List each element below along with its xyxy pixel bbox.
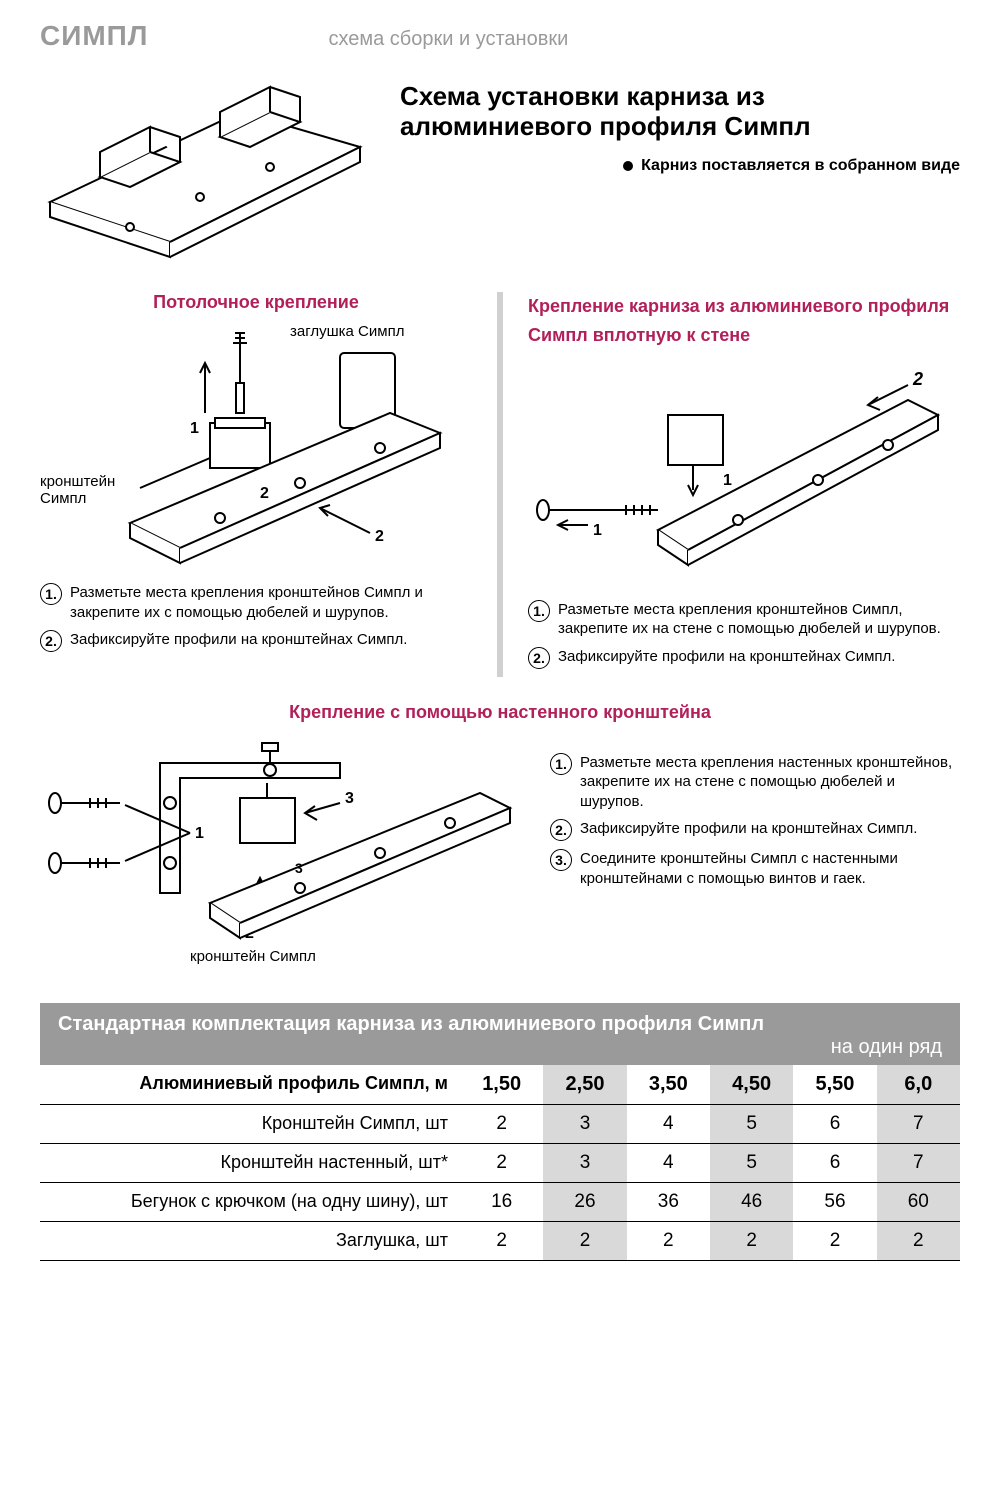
table-title-row: Стандартная комплектация карниза из алюм… — [40, 1003, 960, 1065]
wall-bracket-row: 1 3 2 3 кронштейн Симпл 1. Ра — [40, 733, 960, 983]
table-cell: 5 — [710, 1144, 793, 1182]
table-cell: 2 — [543, 1222, 626, 1260]
step-text: Разметьте места крепления кронштейнов Си… — [70, 583, 472, 622]
table-title-sub: на один ряд — [58, 1036, 942, 1059]
bracket-label-2: кронштейн Симпл — [190, 948, 316, 965]
table-cell: 2 — [460, 1222, 543, 1260]
table-header-cell: 6,0 — [877, 1065, 960, 1104]
wall-bracket-title: Крепление с помощью настенного кронштейн… — [40, 702, 960, 723]
table-row-label: Заглушка, шт — [40, 1222, 460, 1260]
svg-text:1: 1 — [593, 522, 602, 539]
table-cell: 5 — [710, 1105, 793, 1143]
mounting-options-row: Потолочное крепление заглушка Симпл крон… — [40, 292, 960, 677]
step-text: Разметьте места крепления настенных крон… — [580, 753, 960, 812]
table-row: Кронштейн Симпл, шт234567 — [40, 1105, 960, 1144]
table-row: Бегунок с крючком (на одну шину), шт1626… — [40, 1183, 960, 1222]
step-text: Зафиксируйте профили на кронштейнах Симп… — [558, 647, 895, 669]
wall-close-step-2: 2. Зафиксируйте профили на кронштейнах С… — [528, 647, 960, 669]
assembled-note-text: Карниз поставляется в собранном виде — [641, 157, 960, 175]
wall-bracket-step-3: 3. Соедините кронштейны Симпл с настенны… — [550, 849, 960, 888]
table-cell: 2 — [877, 1222, 960, 1260]
table-row-label: Бегунок с крючком (на одну шину), шт — [40, 1183, 460, 1221]
table-header-cell: 2,50 — [543, 1065, 626, 1104]
table-cell: 4 — [627, 1105, 710, 1143]
page-subtitle: схема сборки и установки — [328, 28, 568, 51]
table-cell: 7 — [877, 1144, 960, 1182]
table-row-label: Алюминиевый профиль Симпл, м — [40, 1065, 460, 1104]
logo: СИМПЛ — [40, 20, 148, 52]
svg-text:1: 1 — [190, 420, 199, 437]
table-cell: 6 — [793, 1144, 876, 1182]
table-header-cell: 3,50 — [627, 1065, 710, 1104]
ceiling-step-1: 1. Разметьте места крепления кронштейнов… — [40, 583, 472, 622]
table-cell: 2 — [793, 1222, 876, 1260]
table-cell: 56 — [793, 1183, 876, 1221]
table-cell: 46 — [710, 1183, 793, 1221]
ceiling-step-2: 2. Зафиксируйте профили на кронштейнах С… — [40, 630, 472, 652]
ceiling-title: Потолочное крепление — [40, 292, 472, 313]
bracket-label: кронштейн Симпл — [40, 473, 140, 507]
table-row: Кронштейн настенный, шт*234567 — [40, 1144, 960, 1183]
step-text: Соедините кронштейны Симпл с настенными … — [580, 849, 960, 888]
table-cell: 2 — [460, 1105, 543, 1143]
assembled-note: Карниз поставляется в собранном виде — [400, 157, 960, 175]
step-number-icon: 2. — [40, 630, 62, 652]
table-cell: 3 — [543, 1105, 626, 1143]
wall-bracket-steps: 1. Разметьте места крепления настенных к… — [550, 733, 960, 983]
svg-text:3: 3 — [295, 860, 303, 876]
step-text: Зафиксируйте профили на кронштейнах Симп… — [580, 819, 917, 841]
svg-text:2: 2 — [912, 369, 923, 389]
table-header-cell: 1,50 — [460, 1065, 543, 1104]
diagram-wall-close: 1 1 2 — [528, 360, 948, 600]
step-number-icon: 1. — [550, 753, 572, 775]
step-number-icon: 1. — [40, 583, 62, 605]
table-cell: 60 — [877, 1183, 960, 1221]
plug-label: заглушка Симпл — [290, 323, 404, 340]
step-number-icon: 2. — [550, 819, 572, 841]
step-text: Разметьте места крепления кронштейнов Си… — [558, 600, 960, 639]
step-text: Зафиксируйте профили на кронштейнах Симп… — [70, 630, 407, 652]
ceiling-mount-section: Потолочное крепление заглушка Симпл крон… — [40, 292, 472, 677]
step-number-icon: 3. — [550, 849, 572, 871]
diagram-wall-bracket: 1 3 2 3 — [40, 733, 520, 983]
table-header-row: Алюминиевый профиль Симпл, м1,502,503,50… — [40, 1065, 960, 1105]
table-row-label: Кронштейн Симпл, шт — [40, 1105, 460, 1143]
table-cell: 3 — [543, 1144, 626, 1182]
table-cell: 26 — [543, 1183, 626, 1221]
table-cell: 4 — [627, 1144, 710, 1182]
table-header-cell: 5,50 — [793, 1065, 876, 1104]
table-cell: 2 — [460, 1144, 543, 1182]
step-number-icon: 2. — [528, 647, 550, 669]
title-row: Схема установки карниза из алюминиевого … — [40, 82, 960, 282]
svg-text:1: 1 — [195, 825, 204, 842]
svg-text:2: 2 — [260, 485, 269, 502]
page-header: СИМПЛ схема сборки и установки — [40, 20, 960, 52]
bullet-icon — [623, 161, 633, 171]
svg-text:2: 2 — [375, 528, 384, 545]
table-cell: 7 — [877, 1105, 960, 1143]
table-cell: 2 — [710, 1222, 793, 1260]
svg-text:1: 1 — [723, 472, 732, 489]
table-cell: 2 — [627, 1222, 710, 1260]
step-number-icon: 1. — [528, 600, 550, 622]
wall-bracket-step-1: 1. Разметьте места крепления настенных к… — [550, 753, 960, 812]
table-title: Стандартная комплектация карниза из алюм… — [58, 1013, 764, 1035]
column-divider — [497, 292, 503, 677]
table-row-label: Кронштейн настенный, шт* — [40, 1144, 460, 1182]
wall-close-step-1: 1. Разметьте места крепления кронштейнов… — [528, 600, 960, 639]
table-row: Заглушка, шт222222 — [40, 1222, 960, 1261]
table-cell: 6 — [793, 1105, 876, 1143]
wall-bracket-step-2: 2. Зафиксируйте профили на кронштейнах С… — [550, 819, 960, 841]
table-header-cell: 4,50 — [710, 1065, 793, 1104]
table-cell: 36 — [627, 1183, 710, 1221]
wall-close-section: Крепление карниза из алюминиевого профил… — [528, 292, 960, 677]
spec-table: Стандартная комплектация карниза из алюм… — [40, 1003, 960, 1261]
main-title: Схема установки карниза из алюминиевого … — [400, 82, 960, 142]
wall-close-title: Крепление карниза из алюминиевого профил… — [528, 292, 960, 350]
table-cell: 16 — [460, 1183, 543, 1221]
diagram-ceiling: 1 2 2 — [40, 323, 460, 583]
svg-text:3: 3 — [345, 790, 354, 807]
diagram-overview — [40, 82, 370, 282]
